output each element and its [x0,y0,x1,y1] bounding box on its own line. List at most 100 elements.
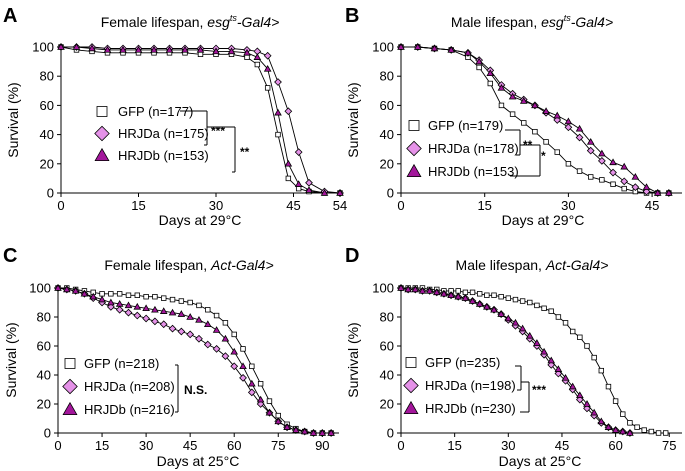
data-point-hrjdb [186,313,194,320]
data-point-hrjdb [300,427,309,435]
y-tick-label: 40 [40,127,54,142]
x-tick-label: 54 [333,198,347,213]
data-point-hrjdb [168,308,177,316]
data-point-hrjdb [103,45,112,53]
data-point-hrjdb [309,429,318,436]
chart-title: Female lifespan, Act-Gal4> [104,257,273,273]
data-point-hrjdb [292,426,300,433]
data-point-hrjdb [239,362,247,370]
data-point-hrjda [263,51,272,60]
legend-marker-hrjda [62,378,78,395]
data-point-gfp [509,111,516,117]
x-tick-label: 0 [397,438,404,453]
legend-marker-gfp [405,357,417,368]
y-tick-label: 100 [372,40,394,55]
y-tick-label: 100 [29,281,51,296]
x-axis-label: Days at 25°C [499,453,582,469]
legend-marker-hrjdb [94,147,110,162]
data-point-hrjdb [553,111,562,119]
data-point-hrjda [168,324,177,333]
y-tick-label: 20 [37,397,51,412]
legend-marker-hrjda [94,125,110,142]
data-point-hrjdb [475,57,483,65]
legend-label-hrjda: HRJDa (n=178) [428,141,519,156]
x-tick-label: 30 [561,198,575,213]
data-point-gfp [196,302,202,309]
data-point-hrjdb [115,300,124,307]
data-point-hrjda [230,362,239,371]
data-point-hrjdb [576,391,584,399]
x-tick-label: 45 [645,198,659,213]
data-point-hrjda [247,388,256,397]
data-point-hrjdb [525,331,534,339]
panel-d: D Male lifespan, Act-Gal4> 0 20 40 60 80 100 0 15… [345,245,682,469]
legend-marker-hrjda [406,140,422,157]
data-point-gfp [610,181,616,187]
data-point-hrjdb [263,64,272,72]
data-point-gfp [620,411,626,417]
data-point-hrjdb [265,408,274,416]
x-tick-label: 0 [54,438,61,453]
data-point-gfp [498,293,504,300]
data-point-hrjdb [497,310,505,317]
data-point-gfp [264,85,271,91]
data-point-hrjdb [72,43,81,50]
data-point-hrjdb [80,289,89,297]
x-tick-label: 15 [477,198,491,213]
data-point-gfp [555,314,562,320]
legend-marker-hrjdb [406,163,422,178]
series-line-gfp [60,46,340,194]
legend-label-gfp: GFP (n=177) [118,104,193,119]
legend-label-hrjdb: HRJDb (n=153) [118,148,209,163]
y-tick-label: 0 [387,186,394,201]
data-point-hrjdb [397,43,405,50]
data-point-hrjda [586,146,595,155]
data-point-gfp [577,334,583,340]
data-point-gfp [161,295,167,301]
data-point-hrjdb [653,189,662,196]
y-tick-label: 80 [380,310,394,325]
data-point-gfp [605,383,612,390]
panel-letter: B [345,5,359,27]
data-point-gfp [266,398,273,404]
data-point-hrjdb [212,326,221,333]
data-point-hrjdb [142,304,150,312]
data-point-gfp [108,291,114,297]
data-point-gfp [134,292,140,298]
data-point-hrjdb [62,285,71,293]
legend-label-hrjda: HRJDa (n=208) [84,379,175,394]
data-point-hrjdb [243,48,251,56]
data-point-hrjdb [327,429,335,436]
data-point-hrjdb [447,291,455,298]
data-point-hrjdb [418,286,427,294]
data-point-hrjdb [483,302,491,310]
data-point-hrjda [186,330,195,339]
y-tick-label: 60 [40,98,54,113]
series-line-hrjda [61,46,341,194]
data-point-hrjdb [464,48,472,56]
data-point-hrjdb [631,173,640,180]
data-point-gfp [244,54,250,60]
data-point-gfp [476,291,483,297]
data-point-hrjdb [583,400,591,407]
data-point-hrjdb [586,137,595,145]
data-point-hrjdb [468,297,477,304]
data-point-hrjdb [542,107,550,114]
legend-marker-hrjda [403,377,419,394]
data-point-gfp [599,177,605,183]
data-point-gfp [541,305,547,311]
legend-label-hrjdb: HRJDb (n=216) [84,402,175,417]
significance-inner: *** [211,124,225,138]
data-point-hrjda [159,320,168,329]
data-point-hrjda [294,148,303,156]
data-point-hrjdb [564,117,573,125]
data-point-gfp [249,363,255,369]
data-point-hrjdb [486,69,495,77]
data-point-gfp [519,298,526,304]
y-tick-label: 0 [387,426,394,441]
data-point-hrjdb [609,158,617,166]
data-point-hrjda [195,334,203,343]
y-tick-label: 20 [40,156,54,171]
y-tick-label: 60 [380,339,394,354]
